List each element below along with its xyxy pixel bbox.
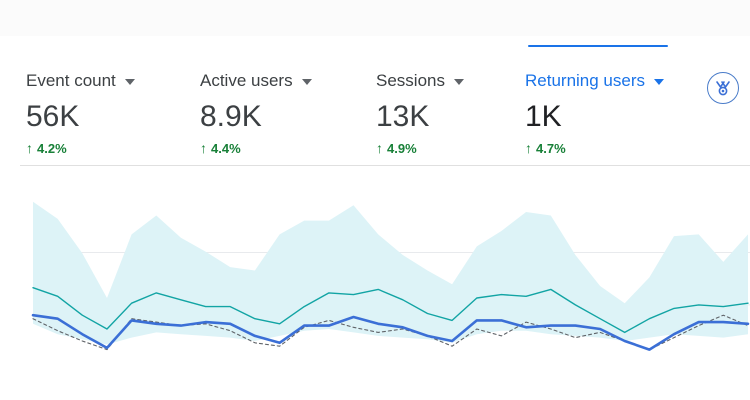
insights-button[interactable] [707, 72, 739, 104]
metric-change-value: 4.7% [536, 140, 566, 156]
dropdown-caret-icon[interactable] [453, 79, 464, 85]
up-arrow-icon: ↑ [200, 140, 207, 156]
metric-card-event-count[interactable]: Event count 56K ↑ 4.2% [26, 70, 135, 156]
metric-value: 13K [376, 100, 430, 133]
metric-change: ↑ 4.7% [525, 140, 664, 156]
active-metric-indicator [528, 45, 668, 47]
metric-label: Active users [200, 71, 293, 90]
up-arrow-icon: ↑ [376, 140, 383, 156]
dropdown-caret-icon[interactable] [654, 79, 665, 85]
metric-title-sessions[interactable]: Sessions [376, 70, 464, 92]
up-arrow-icon: ↑ [26, 140, 33, 156]
metric-title-returning-users[interactable]: Returning users [525, 70, 665, 92]
metric-card-sessions[interactable]: Sessions 13K ↑ 4.9% [376, 70, 464, 156]
metric-label: Event count [26, 71, 116, 90]
dropdown-caret-icon[interactable] [301, 79, 312, 85]
metric-change: ↑ 4.4% [200, 140, 312, 156]
series-line-returning-users [31, 313, 750, 351]
up-arrow-icon: ↑ [525, 140, 532, 156]
metric-change-value: 4.9% [387, 140, 417, 156]
dropdown-caret-icon[interactable] [124, 79, 135, 85]
series-line-secondary [32, 287, 749, 334]
insights-icon [716, 81, 730, 96]
metric-change-value: 4.4% [211, 140, 241, 156]
metrics-divider [20, 165, 750, 166]
metric-change: ↑ 4.2% [26, 140, 135, 156]
top-strip [0, 0, 750, 36]
metric-label: Returning users [525, 71, 646, 90]
metric-value: 1K [525, 100, 562, 133]
metric-change-value: 4.2% [37, 140, 67, 156]
metric-card-returning-users[interactable]: Returning users 1K ↑ 4.7% [525, 70, 665, 156]
confidence-band [33, 201, 748, 345]
metric-card-active-users[interactable]: Active users 8.9K ↑ 4.4% [200, 70, 312, 156]
metric-title-active-users[interactable]: Active users [200, 70, 312, 92]
metric-change: ↑ 4.9% [376, 140, 464, 156]
metric-title-event-count[interactable]: Event count [26, 70, 135, 92]
metric-value: 56K [26, 100, 80, 133]
metric-label: Sessions [376, 71, 445, 90]
metric-value: 8.9K [200, 100, 262, 133]
